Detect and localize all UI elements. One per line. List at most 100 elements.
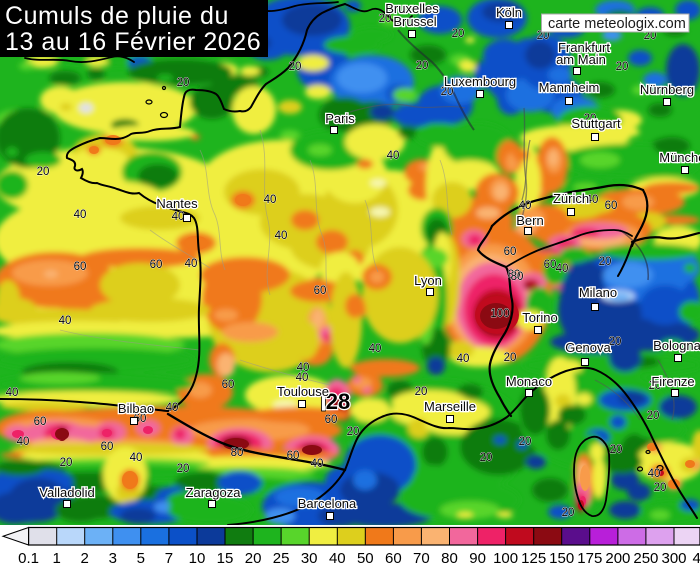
svg-text:Nantes: Nantes	[156, 196, 198, 211]
svg-text:20: 20	[610, 444, 623, 456]
svg-text:20: 20	[379, 13, 392, 25]
svg-text:20: 20	[504, 352, 517, 364]
svg-text:20: 20	[584, 113, 597, 125]
svg-text:60: 60	[544, 259, 557, 271]
svg-text:125: 125	[521, 550, 546, 567]
svg-text:60: 60	[222, 379, 235, 391]
svg-text:Firenze: Firenze	[651, 374, 694, 389]
svg-text:20: 20	[537, 30, 550, 42]
svg-text:15: 15	[217, 550, 234, 567]
svg-text:0.1: 0.1	[18, 550, 39, 567]
svg-text:100: 100	[490, 308, 509, 320]
svg-text:150: 150	[549, 550, 574, 567]
svg-text:20: 20	[416, 60, 429, 72]
svg-text:Stuttgart: Stuttgart	[571, 116, 621, 131]
svg-text:20: 20	[415, 386, 428, 398]
svg-text:40: 40	[166, 402, 179, 414]
svg-text:20: 20	[654, 482, 667, 494]
svg-text:20: 20	[616, 61, 629, 73]
svg-text:Bilbao: Bilbao	[118, 401, 154, 416]
svg-text:40: 40	[17, 436, 30, 448]
svg-text:50: 50	[357, 550, 374, 567]
svg-text:3: 3	[109, 550, 117, 567]
svg-text:Mannheim: Mannheim	[539, 80, 600, 95]
svg-text:20: 20	[519, 436, 532, 448]
svg-text:60: 60	[325, 414, 338, 426]
svg-text:20: 20	[644, 30, 657, 42]
svg-text:80: 80	[441, 550, 458, 567]
svg-text:40: 40	[275, 230, 288, 242]
svg-text:Nürnberg: Nürnberg	[640, 82, 694, 97]
svg-text:Bologna: Bologna	[653, 338, 700, 353]
svg-text:25: 25	[273, 550, 290, 567]
svg-text:60: 60	[150, 259, 163, 271]
svg-text:Bern: Bern	[516, 213, 543, 228]
svg-text:am Main: am Main	[556, 52, 606, 67]
svg-text:250: 250	[633, 550, 658, 567]
svg-text:40: 40	[387, 150, 400, 162]
svg-text:Cumuls de pluie du: Cumuls de pluie du	[5, 2, 229, 30]
svg-text:40: 40	[519, 200, 532, 212]
svg-text:Köln: Köln	[496, 5, 522, 20]
svg-text:40: 40	[59, 315, 72, 327]
svg-text:70: 70	[413, 550, 430, 567]
svg-text:20: 20	[177, 77, 190, 89]
svg-text:13 au 16 Février 2026: 13 au 16 Février 2026	[5, 28, 261, 56]
svg-text:Zürich: Zürich	[553, 191, 589, 206]
svg-text:Bruxelles: Bruxelles	[385, 1, 439, 16]
svg-text:Frankfurt: Frankfurt	[558, 40, 610, 55]
svg-text:60: 60	[101, 441, 114, 453]
svg-text:60: 60	[504, 246, 517, 258]
svg-text:20: 20	[480, 452, 493, 464]
svg-text:40: 40	[264, 194, 277, 206]
svg-text:90: 90	[469, 550, 486, 567]
svg-text:100: 100	[493, 550, 518, 567]
svg-text:175: 175	[577, 550, 602, 567]
svg-text:40: 40	[130, 452, 143, 464]
svg-text:60: 60	[385, 550, 402, 567]
svg-text:Torino: Torino	[522, 310, 557, 325]
svg-text:28: 28	[326, 389, 350, 414]
svg-text:Monaco: Monaco	[506, 374, 552, 389]
svg-text:40: 40	[296, 372, 309, 384]
svg-text:Paris: Paris	[325, 111, 355, 126]
svg-text:40: 40	[556, 263, 569, 275]
svg-text:20: 20	[37, 166, 50, 178]
svg-text:20: 20	[441, 86, 454, 98]
svg-text:Marseille: Marseille	[424, 399, 476, 414]
svg-text:München: München	[659, 150, 700, 165]
svg-text:Luxembourg: Luxembourg	[444, 74, 516, 89]
svg-text:7: 7	[165, 550, 173, 567]
svg-text:20: 20	[289, 61, 302, 73]
svg-text:Valladolid: Valladolid	[39, 485, 94, 500]
svg-text:Brussel: Brussel	[393, 14, 436, 29]
svg-text:20: 20	[452, 28, 465, 40]
svg-text:5: 5	[137, 550, 145, 567]
svg-text:Toulouse: Toulouse	[277, 384, 329, 399]
svg-text:80: 80	[508, 269, 521, 281]
svg-text:20: 20	[177, 463, 190, 475]
svg-text:20: 20	[347, 426, 360, 438]
svg-text:40: 40	[297, 362, 310, 374]
svg-text:30: 30	[301, 550, 318, 567]
svg-text:carte meteologix.com: carte meteologix.com	[548, 16, 686, 32]
svg-text:40: 40	[185, 258, 198, 270]
svg-text:80: 80	[231, 447, 244, 459]
svg-text:2: 2	[81, 550, 89, 567]
svg-text:40: 40	[74, 209, 87, 221]
svg-text:Zaragoza: Zaragoza	[186, 485, 242, 500]
svg-text:60: 60	[74, 261, 87, 273]
svg-text:40: 40	[6, 387, 19, 399]
svg-text:40: 40	[648, 468, 661, 480]
svg-text:40: 40	[172, 211, 185, 223]
svg-text:40: 40	[586, 194, 599, 206]
svg-text:40: 40	[369, 343, 382, 355]
svg-text:10: 10	[189, 550, 206, 567]
svg-text:300: 300	[661, 550, 686, 567]
svg-text:400: 400	[692, 550, 700, 567]
svg-text:20: 20	[562, 507, 575, 519]
svg-text:20: 20	[245, 550, 262, 567]
svg-text:40: 40	[457, 353, 470, 365]
svg-text:20: 20	[647, 410, 660, 422]
svg-text:80: 80	[511, 271, 524, 283]
